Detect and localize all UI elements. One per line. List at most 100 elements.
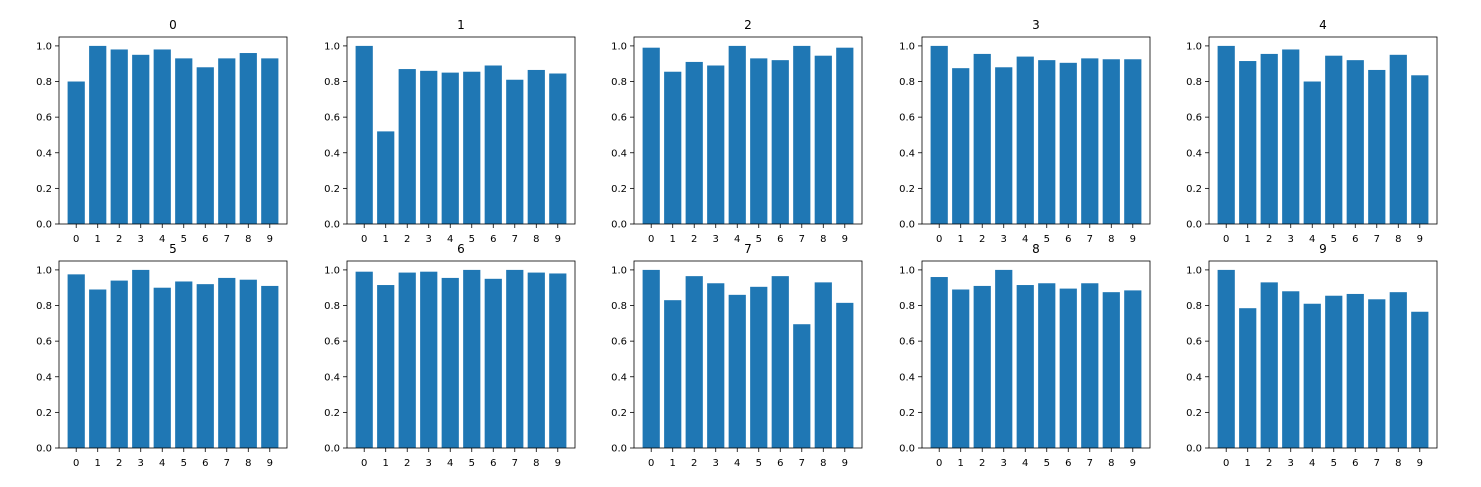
x-tick-label: 9 xyxy=(555,234,561,245)
x-tick-label: 7 xyxy=(1374,458,1380,469)
y-tick-label: 0.0 xyxy=(899,444,915,455)
x-tick-label: 7 xyxy=(1087,234,1093,245)
x-tick-label: 7 xyxy=(799,234,805,245)
x-tick-label: 8 xyxy=(1395,458,1401,469)
bar-7 xyxy=(793,45,811,225)
x-tick-label: 2 xyxy=(404,234,410,245)
y-tick-label: 0.0 xyxy=(36,220,52,231)
bar-3 xyxy=(1282,49,1300,224)
y-tick-label: 0.6 xyxy=(324,337,340,348)
x-tick-label: 2 xyxy=(1266,458,1272,469)
x-tick-label: 4 xyxy=(447,234,453,245)
x-tick-label: 9 xyxy=(842,234,848,245)
y-tick-label: 0.6 xyxy=(1186,113,1202,124)
bar-0 xyxy=(355,271,373,448)
bar-2 xyxy=(685,276,703,448)
subplot-title: 3 xyxy=(1032,18,1040,32)
x-tick-label: 0 xyxy=(1223,234,1229,245)
x-tick-label: 0 xyxy=(73,234,79,245)
x-tick-label: 8 xyxy=(820,458,826,469)
y-tick-label: 0.4 xyxy=(324,372,340,383)
bar-4 xyxy=(1303,303,1321,448)
y-tick-label: 0.8 xyxy=(899,301,915,312)
axes-frame xyxy=(633,36,863,225)
bar-3 xyxy=(707,283,725,448)
y-tick-label: 0.8 xyxy=(36,77,52,88)
x-tick-label: 6 xyxy=(1065,458,1071,469)
y-tick-label: 0.0 xyxy=(324,220,340,231)
bar-9 xyxy=(1411,75,1429,224)
y-tick-label: 0.2 xyxy=(1186,184,1202,195)
bar-8 xyxy=(1102,59,1120,225)
subplot-panel-0: 0 0 1 2 3 4 5 6 7 8 9 0.0 0.2 0.4 0.6 0.8 1.0 xyxy=(36,18,288,245)
axes-frame xyxy=(346,260,576,449)
y-tick-label: 0.2 xyxy=(324,408,340,419)
bar-4 xyxy=(153,287,171,448)
x-tick-label: 1 xyxy=(383,234,389,245)
bar-7 xyxy=(506,269,524,448)
x-tick-label: 1 xyxy=(95,234,101,245)
axes-frame xyxy=(58,260,288,449)
x-tick-label: 3 xyxy=(138,458,144,469)
x-tick-label: 7 xyxy=(1374,234,1380,245)
bar-4 xyxy=(728,294,746,448)
x-tick-label: 7 xyxy=(224,234,230,245)
bar-5 xyxy=(1325,295,1343,448)
bar-4 xyxy=(153,49,171,224)
bar-1 xyxy=(952,289,970,448)
x-tick-label: 6 xyxy=(777,234,783,245)
x-tick-label: 4 xyxy=(1022,458,1028,469)
y-tick-label: 0.2 xyxy=(611,184,627,195)
y-tick-label: 0.2 xyxy=(36,408,52,419)
bar-9 xyxy=(261,285,279,448)
x-tick-label: 2 xyxy=(691,458,697,469)
bar-8 xyxy=(814,282,832,448)
x-tick-label: 4 xyxy=(734,458,740,469)
bar-4 xyxy=(1016,285,1034,448)
y-tick-label: 0.4 xyxy=(899,372,915,383)
axes-frame xyxy=(1208,36,1438,225)
subplot-title: 1 xyxy=(457,18,465,32)
x-tick-label: 0 xyxy=(936,234,942,245)
x-tick-label: 6 xyxy=(1065,234,1071,245)
y-tick-label: 0.6 xyxy=(36,113,52,124)
bar-7 xyxy=(1368,69,1386,224)
x-tick-label: 3 xyxy=(1001,458,1007,469)
bar-7 xyxy=(218,58,236,225)
x-tick-label: 5 xyxy=(1044,458,1050,469)
bar-3 xyxy=(995,269,1013,448)
subplot-title: 2 xyxy=(744,18,752,32)
x-tick-label: 2 xyxy=(691,234,697,245)
x-tick-label: 9 xyxy=(1417,234,1423,245)
x-tick-label: 5 xyxy=(756,458,762,469)
subplot-panel-4: 4 0 1 2 3 4 5 6 7 8 9 0.0 0.2 0.4 0.6 0.8 1.0 xyxy=(1186,18,1438,245)
bar-9 xyxy=(549,273,567,448)
x-tick-label: 7 xyxy=(224,458,230,469)
subplot-panel-7: 7 0 1 2 3 4 5 6 7 8 9 0.0 0.2 0.4 0.6 0.8 1.0 xyxy=(611,242,863,469)
y-tick-label: 0.0 xyxy=(36,444,52,455)
bar-6 xyxy=(484,278,502,448)
y-tick-label: 0.0 xyxy=(1186,444,1202,455)
bar-3 xyxy=(1282,291,1300,448)
bar-0 xyxy=(642,269,660,448)
axes-frame xyxy=(633,260,863,449)
bar-8 xyxy=(814,55,832,225)
axes-frame xyxy=(921,36,1151,225)
y-tick-label: 0.6 xyxy=(324,113,340,124)
y-tick-label: 0.4 xyxy=(1186,148,1202,159)
bar-1 xyxy=(377,131,395,224)
x-tick-label: 2 xyxy=(116,234,122,245)
bar-9 xyxy=(1124,59,1142,225)
x-tick-label: 9 xyxy=(842,458,848,469)
y-tick-label: 0.0 xyxy=(324,444,340,455)
bar-5 xyxy=(1038,60,1056,225)
bar-1 xyxy=(1239,308,1257,448)
y-tick-label: 0.8 xyxy=(1186,77,1202,88)
subplot-panel-5: 5 0 1 2 3 4 5 6 7 8 9 0.0 0.2 0.4 0.6 0.8 1.0 xyxy=(36,242,288,469)
bar-2 xyxy=(110,49,128,224)
x-tick-label: 1 xyxy=(670,234,676,245)
x-tick-label: 6 xyxy=(202,458,208,469)
bar-7 xyxy=(506,79,524,225)
x-tick-label: 4 xyxy=(1309,458,1315,469)
bar-4 xyxy=(1303,81,1321,225)
